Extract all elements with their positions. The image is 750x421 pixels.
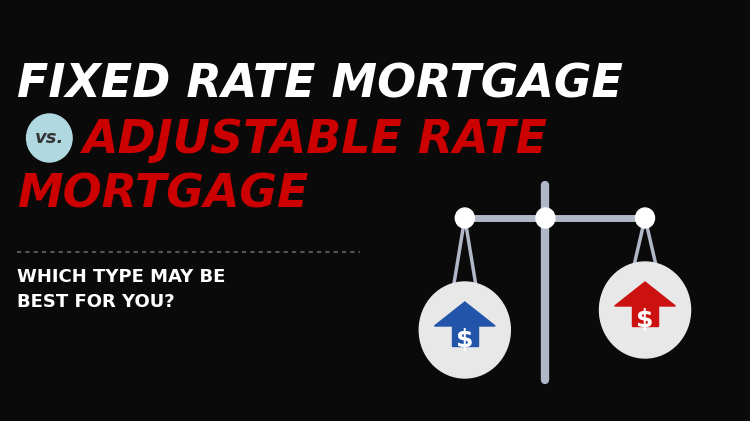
Text: MORTGAGE: MORTGAGE <box>17 172 308 217</box>
Text: FIXED RATE MORTGAGE: FIXED RATE MORTGAGE <box>17 62 623 107</box>
Circle shape <box>455 208 474 228</box>
FancyBboxPatch shape <box>452 326 478 346</box>
Circle shape <box>599 262 691 358</box>
Text: vs.: vs. <box>34 129 64 147</box>
Polygon shape <box>615 282 676 306</box>
Circle shape <box>536 208 555 228</box>
Text: ADJUSTABLE RATE: ADJUSTABLE RATE <box>83 118 548 163</box>
FancyBboxPatch shape <box>632 306 658 326</box>
Circle shape <box>419 282 510 378</box>
Text: WHICH TYPE MAY BE
BEST FOR YOU?: WHICH TYPE MAY BE BEST FOR YOU? <box>17 268 226 311</box>
Circle shape <box>635 208 655 228</box>
Text: $: $ <box>636 308 654 332</box>
Text: $: $ <box>456 328 473 352</box>
Polygon shape <box>434 302 495 326</box>
Circle shape <box>26 114 72 162</box>
